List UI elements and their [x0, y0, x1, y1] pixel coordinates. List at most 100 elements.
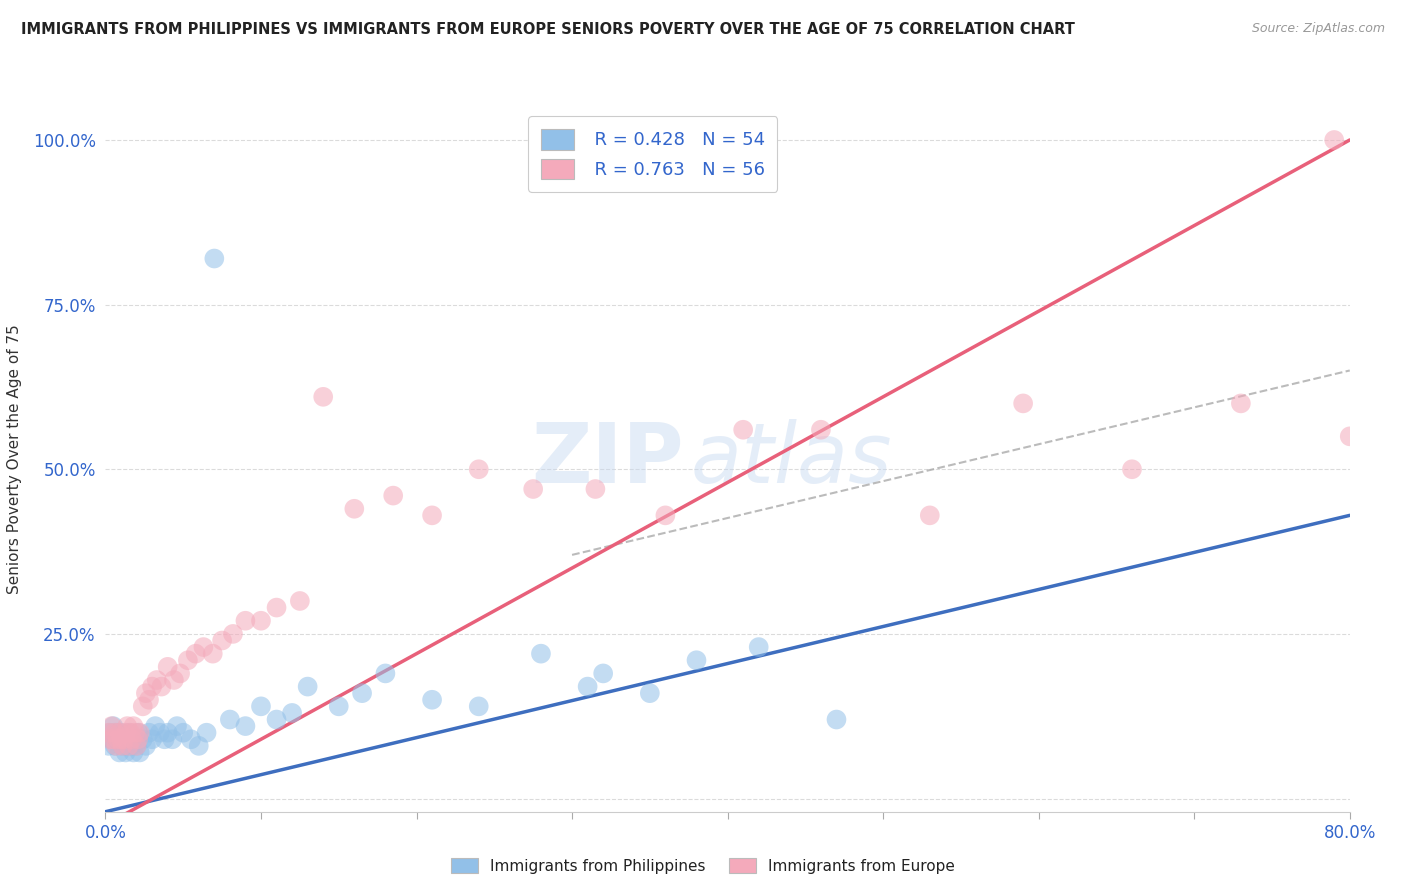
Point — [127, 725, 149, 739]
Point — [222, 627, 245, 641]
Point — [1012, 396, 1035, 410]
Point — [1121, 462, 1143, 476]
Point — [100, 719, 122, 733]
Text: ZIP: ZIP — [531, 419, 685, 500]
Point — [288, 594, 311, 608]
Point — [115, 739, 138, 753]
Point — [583, 482, 606, 496]
Point — [467, 462, 489, 476]
Point — [100, 732, 122, 747]
Point — [141, 732, 163, 747]
Point — [128, 746, 150, 760]
Point — [97, 725, 120, 739]
Point — [104, 725, 127, 739]
Point — [530, 647, 553, 661]
Point — [211, 633, 233, 648]
Point — [107, 732, 129, 747]
Point — [143, 719, 166, 733]
Point — [122, 719, 145, 733]
Text: IMMIGRANTS FROM PHILIPPINES VS IMMIGRANTS FROM EUROPE SENIORS POVERTY OVER THE A: IMMIGRANTS FROM PHILIPPINES VS IMMIGRANT… — [21, 22, 1076, 37]
Point — [111, 739, 134, 753]
Point — [184, 647, 207, 661]
Point — [122, 746, 145, 760]
Point — [135, 686, 157, 700]
Point — [120, 725, 142, 739]
Point — [138, 725, 160, 739]
Point — [124, 732, 146, 747]
Point — [128, 725, 150, 739]
Point — [125, 739, 148, 753]
Point — [343, 501, 366, 516]
Point — [297, 680, 319, 694]
Point — [135, 739, 157, 753]
Point — [522, 482, 544, 496]
Point — [105, 739, 128, 753]
Point — [112, 732, 135, 747]
Legend: Immigrants from Philippines, Immigrants from Europe: Immigrants from Philippines, Immigrants … — [444, 852, 962, 880]
Point — [98, 725, 121, 739]
Point — [250, 699, 273, 714]
Y-axis label: Seniors Poverty Over the Age of 75: Seniors Poverty Over the Age of 75 — [7, 325, 21, 594]
Point — [592, 666, 614, 681]
Point — [748, 640, 770, 654]
Legend:   R = 0.428   N = 54,   R = 0.763   N = 56: R = 0.428 N = 54, R = 0.763 N = 56 — [529, 116, 778, 192]
Point — [420, 692, 443, 706]
Point — [266, 713, 288, 727]
Point — [195, 725, 218, 739]
Point — [467, 699, 489, 714]
Point — [685, 653, 707, 667]
Point — [105, 725, 128, 739]
Point — [312, 390, 335, 404]
Point — [180, 732, 202, 747]
Point — [103, 719, 125, 733]
Point — [124, 725, 146, 739]
Point — [121, 739, 143, 753]
Point — [103, 732, 125, 747]
Point — [374, 666, 396, 681]
Point — [172, 725, 194, 739]
Point — [382, 489, 405, 503]
Point — [177, 653, 200, 667]
Point — [108, 725, 131, 739]
Point — [114, 746, 136, 760]
Point — [115, 719, 138, 733]
Point — [163, 673, 186, 687]
Point — [110, 732, 132, 747]
Point — [120, 732, 142, 747]
Point — [125, 739, 148, 753]
Point — [825, 713, 848, 727]
Point — [104, 739, 127, 753]
Point — [138, 692, 160, 706]
Point — [201, 647, 224, 661]
Point — [733, 423, 755, 437]
Point — [107, 732, 129, 747]
Point — [156, 725, 179, 739]
Point — [156, 660, 179, 674]
Point — [127, 732, 149, 747]
Text: Source: ZipAtlas.com: Source: ZipAtlas.com — [1251, 22, 1385, 36]
Point — [169, 666, 191, 681]
Point — [235, 614, 257, 628]
Point — [1339, 429, 1361, 443]
Point — [193, 640, 215, 654]
Point — [218, 713, 242, 727]
Text: atlas: atlas — [690, 419, 891, 500]
Point — [132, 732, 155, 747]
Point — [146, 673, 169, 687]
Point — [112, 732, 135, 747]
Point — [108, 746, 131, 760]
Point — [235, 719, 257, 733]
Point — [149, 725, 172, 739]
Point — [187, 739, 209, 753]
Point — [420, 508, 443, 523]
Point — [111, 739, 134, 753]
Point — [266, 600, 288, 615]
Point — [352, 686, 374, 700]
Point — [328, 699, 350, 714]
Point — [281, 706, 304, 720]
Point — [141, 680, 163, 694]
Point — [121, 732, 143, 747]
Point — [576, 680, 599, 694]
Point — [118, 725, 141, 739]
Point — [150, 680, 173, 694]
